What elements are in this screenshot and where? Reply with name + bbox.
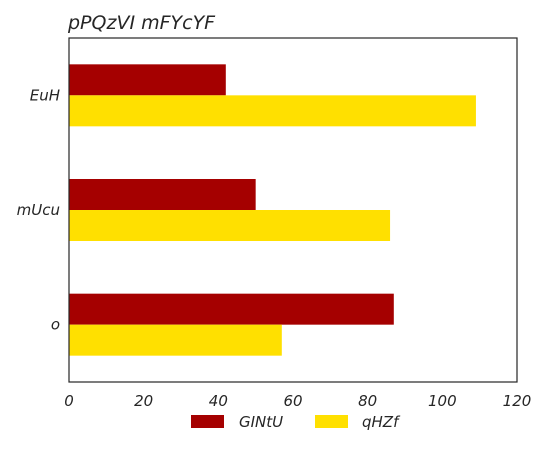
- x-tick-label-120: 120: [503, 392, 532, 410]
- legend-swatch-qHZf: [315, 415, 348, 428]
- y-tick-label-mUcu: mUcu: [17, 201, 60, 219]
- chart-title: pPQzVI mFYcYF: [67, 12, 216, 34]
- x-tick-label-40: 40: [209, 392, 228, 410]
- x-tick-label-80: 80: [358, 392, 377, 410]
- x-tick-label-60: 60: [283, 392, 302, 410]
- bars-group: [69, 64, 476, 356]
- legend: GINtU qHZf: [191, 413, 401, 431]
- x-tick-label-100: 100: [428, 392, 457, 410]
- bar-qHZf-EuH: [69, 95, 476, 127]
- x-tick-labels: 0 20 40 60 80 100 120: [64, 392, 531, 410]
- bar-qHZf-mUcu: [69, 210, 391, 241]
- bar-GINtU-EuH: [69, 64, 226, 96]
- x-tick-label-20: 20: [134, 392, 153, 410]
- plot-frame: [68, 37, 518, 383]
- legend-swatch-GINtU: [191, 415, 224, 428]
- bar-GINtU-o: [69, 293, 394, 325]
- bar-qHZf-o: [69, 324, 282, 356]
- y-tick-labels: o mUcu EuH: [17, 86, 60, 333]
- legend-label-qHZf: qHZf: [362, 413, 401, 431]
- y-tick-label-o: o: [51, 316, 60, 334]
- x-tick-label-0: 0: [64, 392, 74, 410]
- bar-GINtU-mUcu: [69, 179, 256, 210]
- y-tick-label-EuH: EuH: [30, 86, 60, 104]
- legend-label-GINtU: GINtU: [239, 413, 283, 431]
